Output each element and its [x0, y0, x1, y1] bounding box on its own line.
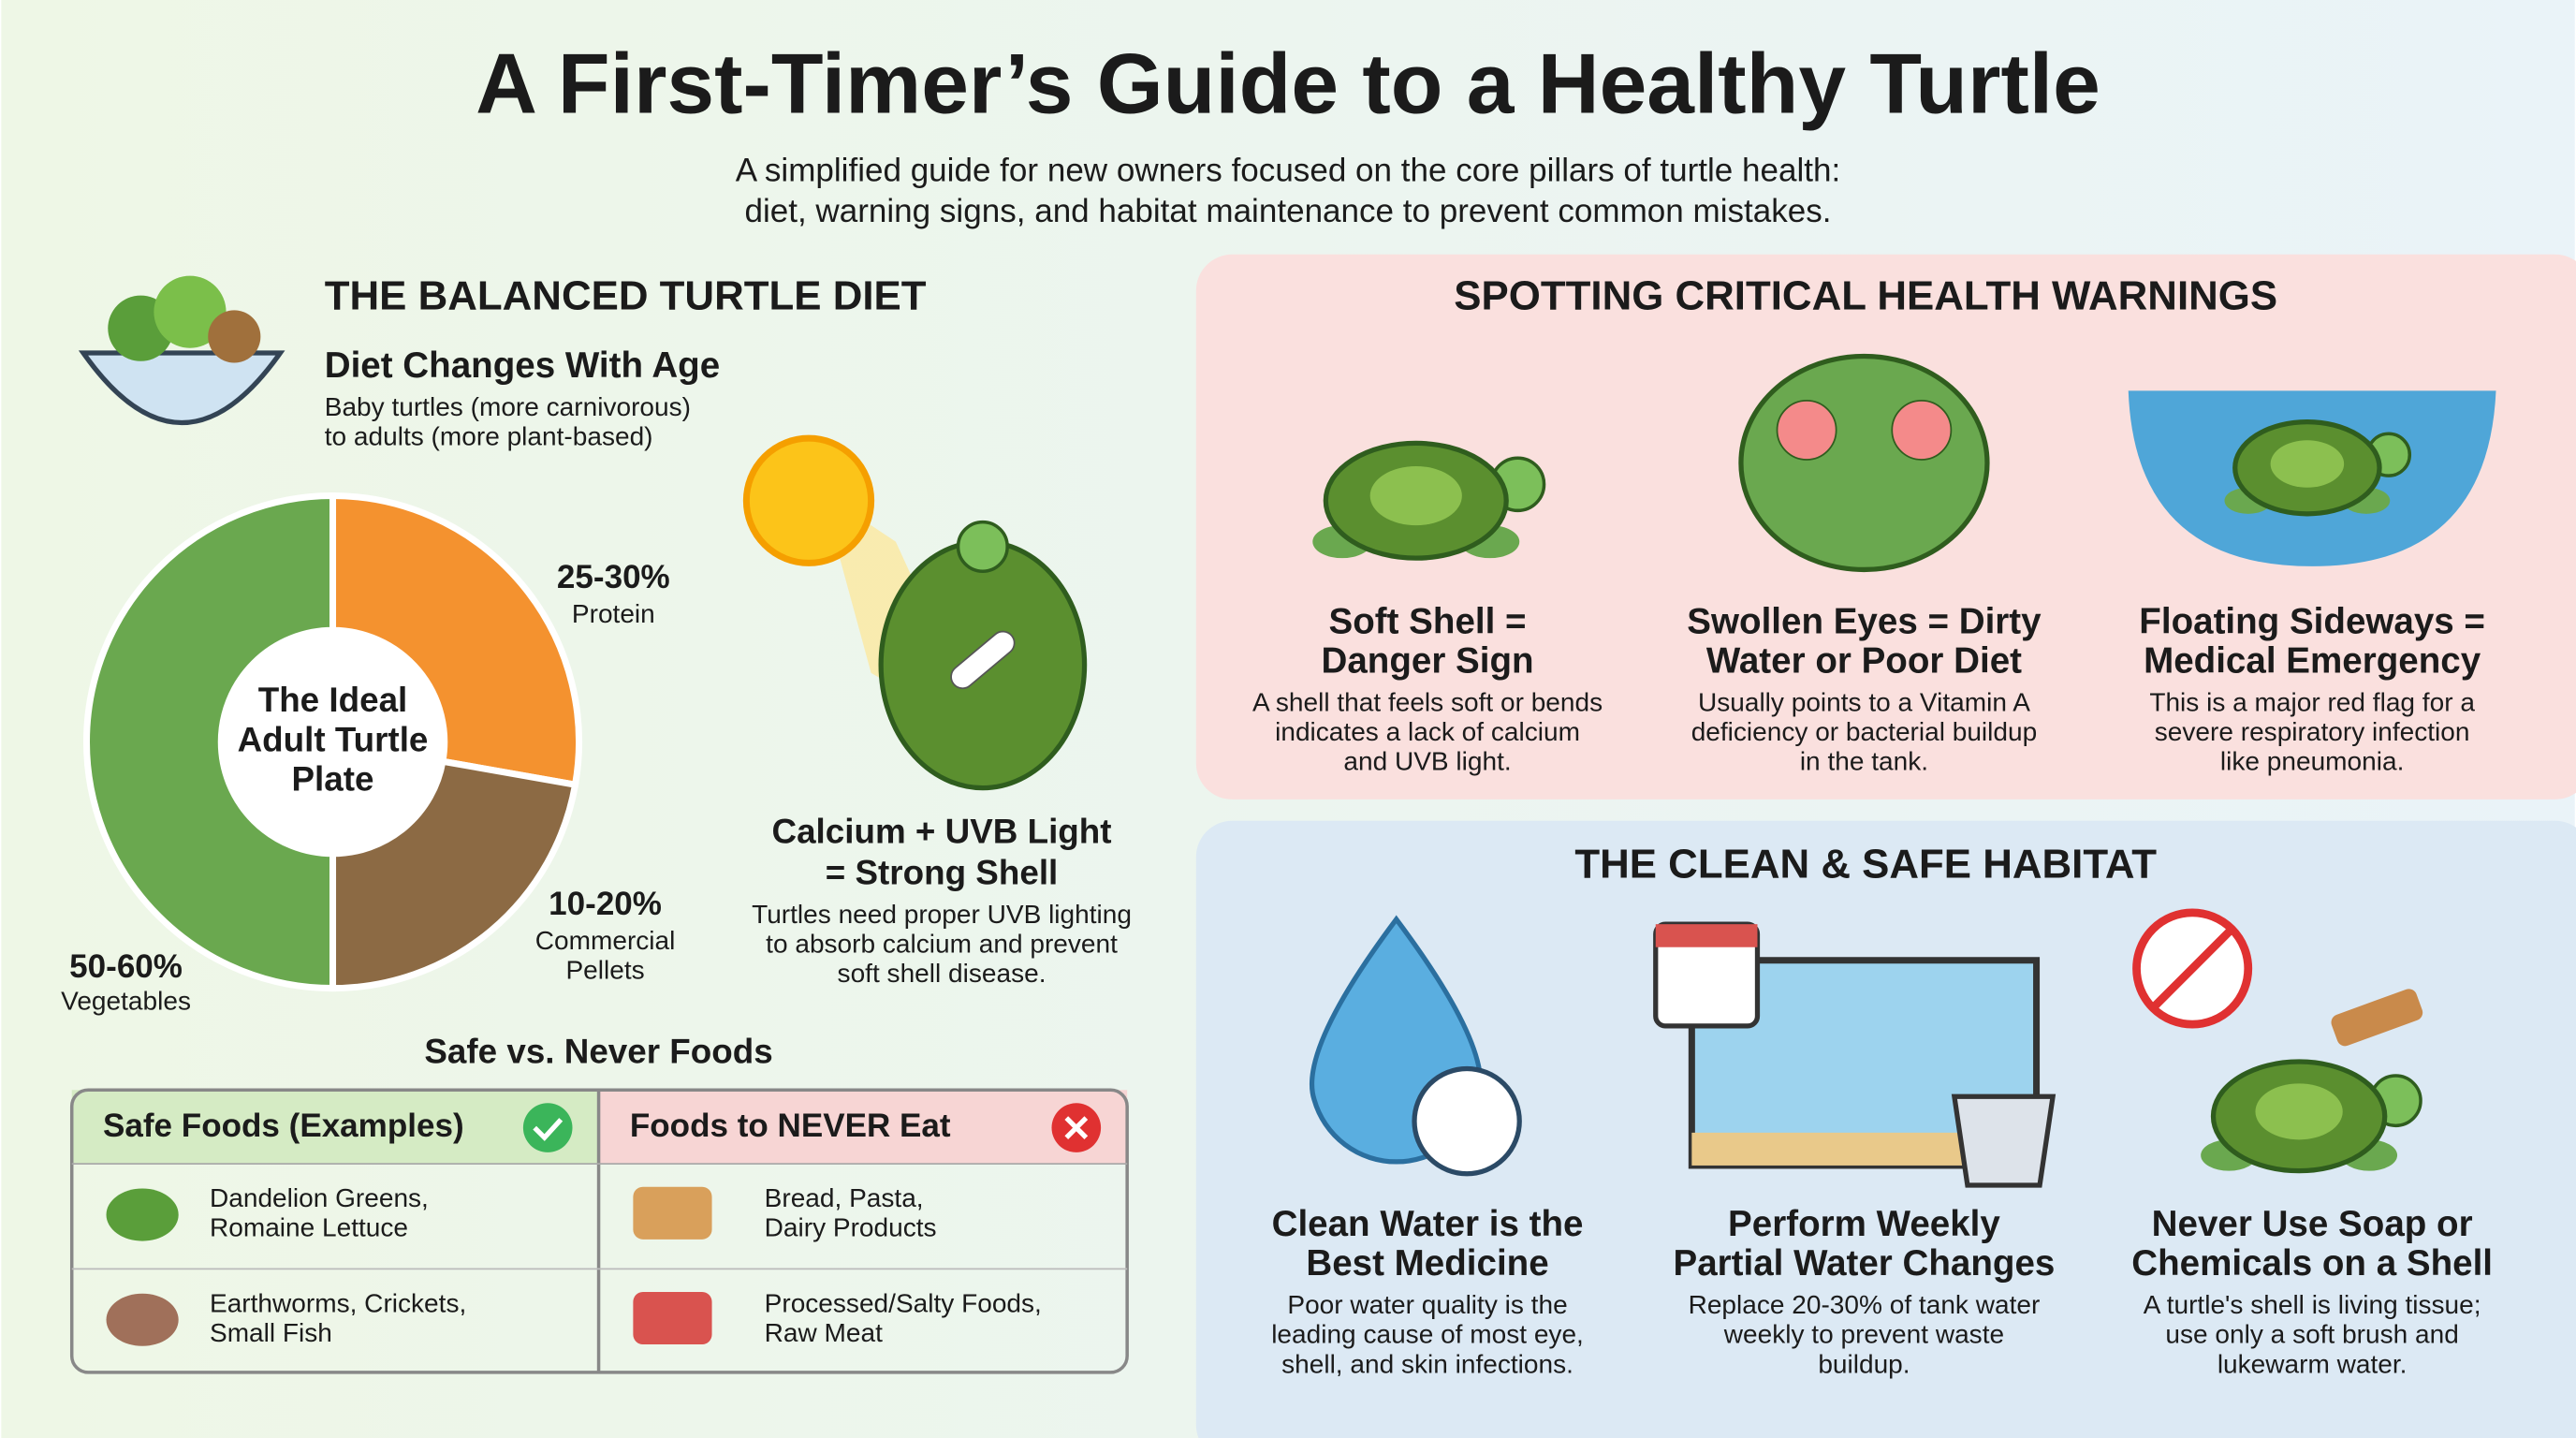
table-cell: Small Fish [210, 1318, 332, 1347]
swollen-eye [1776, 399, 1837, 461]
table-cell: Bread, Pasta, [765, 1183, 924, 1212]
card-text: in the tank. [1800, 747, 1928, 776]
bone-icon [950, 630, 1016, 690]
card-text: leading cause of most eye, [1271, 1320, 1584, 1349]
card-title: Partial Water Changes [1674, 1243, 2056, 1284]
card-title: Soft Shell = [1329, 601, 1527, 641]
card-text: buildup. [1818, 1349, 1910, 1378]
x-mark [1064, 1116, 1089, 1139]
swollen-eye [1891, 399, 1953, 461]
segment-name: Vegetables [61, 987, 191, 1016]
bowl-food [208, 310, 261, 363]
plate-label: Plate [292, 759, 374, 798]
bowl-food [154, 275, 227, 348]
table-header: Safe Foods (Examples) [103, 1108, 464, 1144]
card-title: Danger Sign [1321, 641, 1533, 682]
segment-value: 25-30% [557, 559, 670, 595]
calendar-top [1655, 924, 1758, 947]
section-heading: THE CLEAN & SAFE HABITAT [1574, 841, 2157, 887]
plate-label: The Ideal [258, 681, 408, 719]
segment-name: Protein [572, 599, 655, 628]
no-chemicals-slash [2149, 926, 2235, 1011]
table-safe-header [71, 1090, 599, 1165]
bucket-icon [1951, 1093, 2056, 1188]
card-text: lukewarm water. [2217, 1349, 2408, 1378]
card-text: like pneumonia. [2220, 747, 2404, 776]
swollen-face-icon [1738, 353, 1990, 573]
table-cell: Raw Meat [765, 1318, 883, 1347]
filter-icon [1412, 1065, 1522, 1177]
card-title: Perform Weekly [1728, 1204, 2000, 1244]
card-title: Best Medicine [1306, 1243, 1548, 1284]
food-icon [106, 1188, 179, 1241]
card-text: Usually points to a Vitamin A [1698, 688, 2030, 717]
card-text: Poor water quality is the [1287, 1290, 1567, 1319]
card-text: indicates a lack of calcium [1275, 717, 1580, 746]
check-icon [522, 1103, 573, 1152]
subtitle: diet, warning signs, and habitat mainten… [744, 193, 1831, 229]
card-text: shell, and skin infections. [1281, 1349, 1573, 1378]
body-text: Turtles need proper UVB lighting [752, 900, 1132, 929]
section-heading: THE BALANCED TURTLE DIET [325, 273, 927, 319]
body-text: to absorb calcium and prevent [766, 929, 1118, 958]
card-text: weekly to prevent waste [1723, 1320, 2004, 1349]
food-icon [633, 1186, 712, 1240]
segment-value: 10-20% [549, 886, 662, 922]
card-text: A turtle's shell is living tissue; [2144, 1290, 2481, 1319]
card-title: Water or Poor Diet [1706, 641, 2022, 682]
card-title: Medical Emergency [2144, 641, 2481, 682]
table-cell: Earthworms, Crickets, [210, 1288, 466, 1317]
segment-name: Pellets [565, 955, 644, 984]
plate-label: Adult Turtle [238, 720, 429, 758]
card-title: Floating Sideways = [2139, 601, 2485, 641]
card-text: severe respiratory infection [2155, 717, 2470, 746]
card-title: Chemicals on a Shell [2131, 1243, 2493, 1284]
table-header: Foods to NEVER Eat [630, 1108, 951, 1144]
card-title: Swollen Eyes = Dirty [1687, 601, 2042, 641]
subheading: Calcium + UVB Light [771, 812, 1111, 850]
washed-turtle-icon-shell-pattern [2255, 1083, 2343, 1140]
body-text: to adults (more plant-based) [325, 422, 653, 451]
subtitle: A simplified guide for new owners focuse… [736, 152, 1841, 188]
segment-value: 50-60% [69, 948, 183, 985]
card-text: A shell that feels soft or bends [1252, 688, 1603, 717]
card-text: deficiency or bacterial buildup [1691, 717, 2038, 746]
section-heading: SPOTTING CRITICAL HEALTH WARNINGS [1454, 273, 2277, 319]
food-icon [106, 1293, 179, 1346]
table-cell: Dandelion Greens, [210, 1183, 429, 1212]
card-title: Clean Water is the [1272, 1204, 1584, 1244]
subheading: Diet Changes With Age [325, 345, 720, 386]
card-text: and UVB light. [1343, 747, 1511, 776]
table-cell: Dairy Products [765, 1213, 937, 1242]
table-cell: Processed/Salty Foods, [765, 1288, 1042, 1317]
table-cell: Romaine Lettuce [210, 1213, 408, 1242]
card-text: Replace 20-30% of tank water [1689, 1290, 2041, 1319]
check-mark [533, 1118, 564, 1141]
bowl-icon [78, 350, 285, 426]
title: A First-Timer’s Guide to a Healthy Turtl… [476, 37, 2100, 132]
turtle-head [956, 520, 1009, 573]
card-title: Never Use Soap or [2152, 1204, 2473, 1244]
table-never-header [598, 1090, 1128, 1165]
segment-name: Commercial [535, 926, 676, 955]
body-text: Baby turtles (more carnivorous) [325, 392, 691, 421]
plate-center [221, 630, 445, 854]
food-icon [633, 1291, 712, 1345]
brush-icon [2331, 989, 2423, 1047]
subheading: = Strong Shell [826, 853, 1059, 891]
card-text: This is a major red flag for a [2149, 688, 2475, 717]
turtle-icon-shell-pattern [1369, 465, 1462, 526]
body-text: soft shell disease. [838, 959, 1046, 988]
subheading: Safe vs. Never Foods [424, 1032, 772, 1070]
sun-icon [742, 434, 875, 566]
card-text: use only a soft brush and [2165, 1320, 2458, 1349]
floating-turtle-icon-shell-pattern [2270, 440, 2345, 488]
